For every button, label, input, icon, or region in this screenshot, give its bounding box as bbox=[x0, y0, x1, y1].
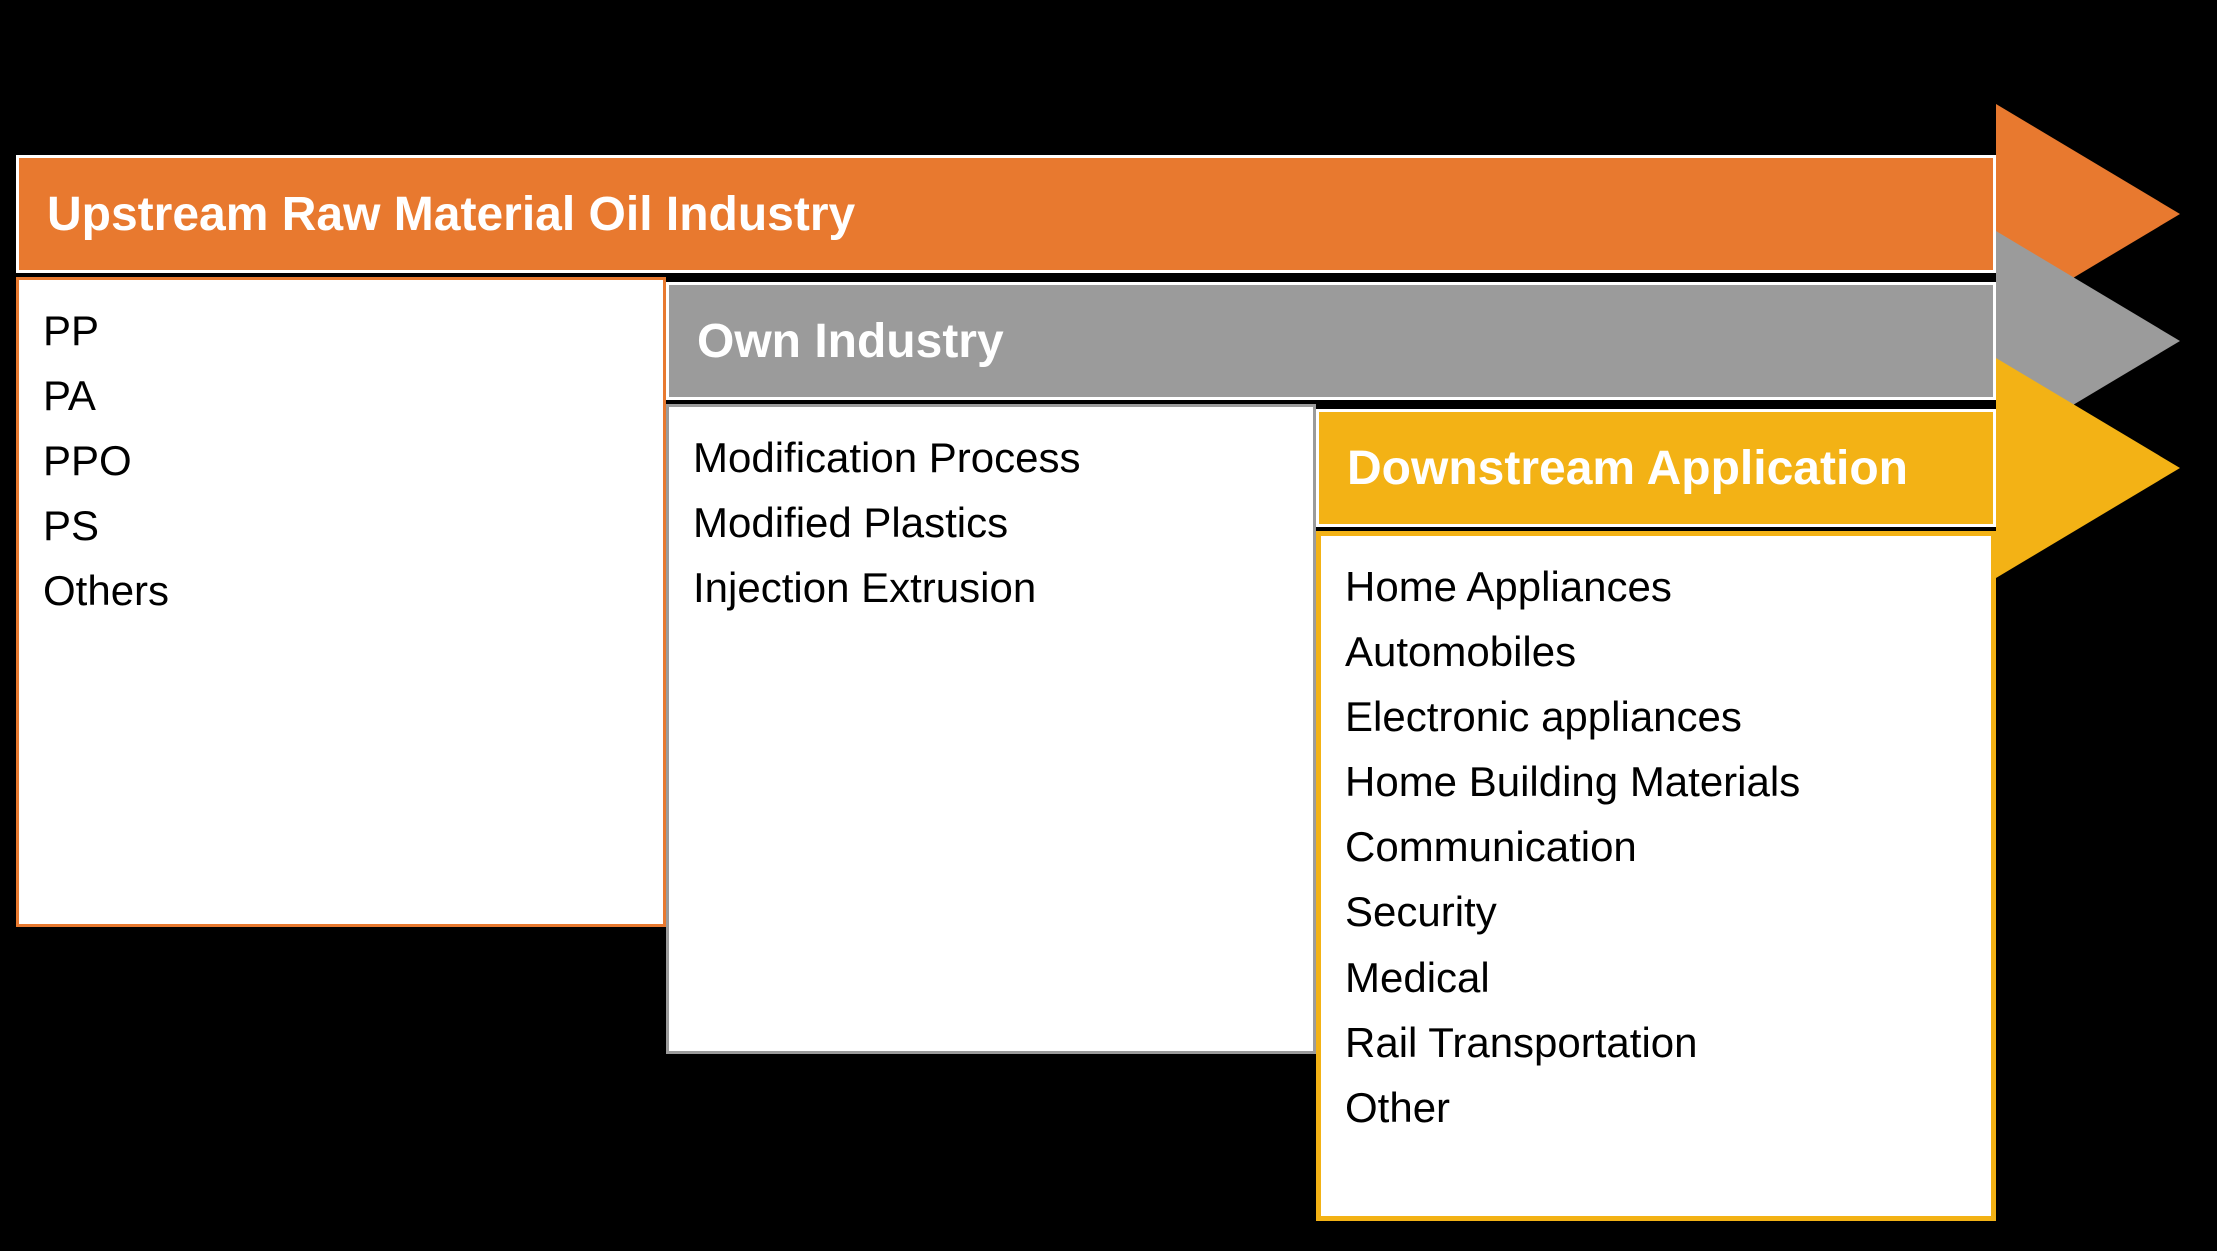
downstream-content: Home Appliances Automobiles Electronic a… bbox=[1316, 531, 1996, 1221]
downstream-item: Home Appliances bbox=[1345, 554, 1967, 619]
downstream-item: Medical bbox=[1345, 945, 1967, 1010]
upstream-bar: Upstream Raw Material Oil Industry bbox=[16, 155, 1996, 273]
downstream-item: Electronic appliances bbox=[1345, 684, 1967, 749]
downstream-title: Downstream Application bbox=[1347, 441, 1908, 496]
downstream-item: Security bbox=[1345, 879, 1967, 944]
downstream-item: Other bbox=[1345, 1075, 1967, 1140]
upstream-item: PA bbox=[43, 363, 639, 428]
downstream-item: Communication bbox=[1345, 814, 1967, 879]
upstream-item: PS bbox=[43, 493, 639, 558]
downstream-item: Home Building Materials bbox=[1345, 749, 1967, 814]
upstream-item: PPO bbox=[43, 428, 639, 493]
upstream-title: Upstream Raw Material Oil Industry bbox=[47, 187, 855, 242]
own-item: Modified Plastics bbox=[693, 490, 1289, 555]
own-bar: Own Industry bbox=[666, 282, 1996, 400]
own-content: Modification Process Modified Plastics I… bbox=[666, 404, 1316, 1054]
downstream-item: Automobiles bbox=[1345, 619, 1967, 684]
own-item: Modification Process bbox=[693, 425, 1289, 490]
upstream-item: Others bbox=[43, 558, 639, 623]
diagram-stage: Upstream Raw Material Oil Industry PP PA… bbox=[0, 0, 2217, 1251]
downstream-arrowhead bbox=[1996, 358, 2180, 578]
own-item: Injection Extrusion bbox=[693, 555, 1289, 620]
upstream-content: PP PA PPO PS Others bbox=[16, 277, 666, 927]
own-title: Own Industry bbox=[697, 314, 1004, 369]
upstream-item: PP bbox=[43, 298, 639, 363]
downstream-bar: Downstream Application bbox=[1316, 409, 1996, 527]
downstream-item: Rail Transportation bbox=[1345, 1010, 1967, 1075]
